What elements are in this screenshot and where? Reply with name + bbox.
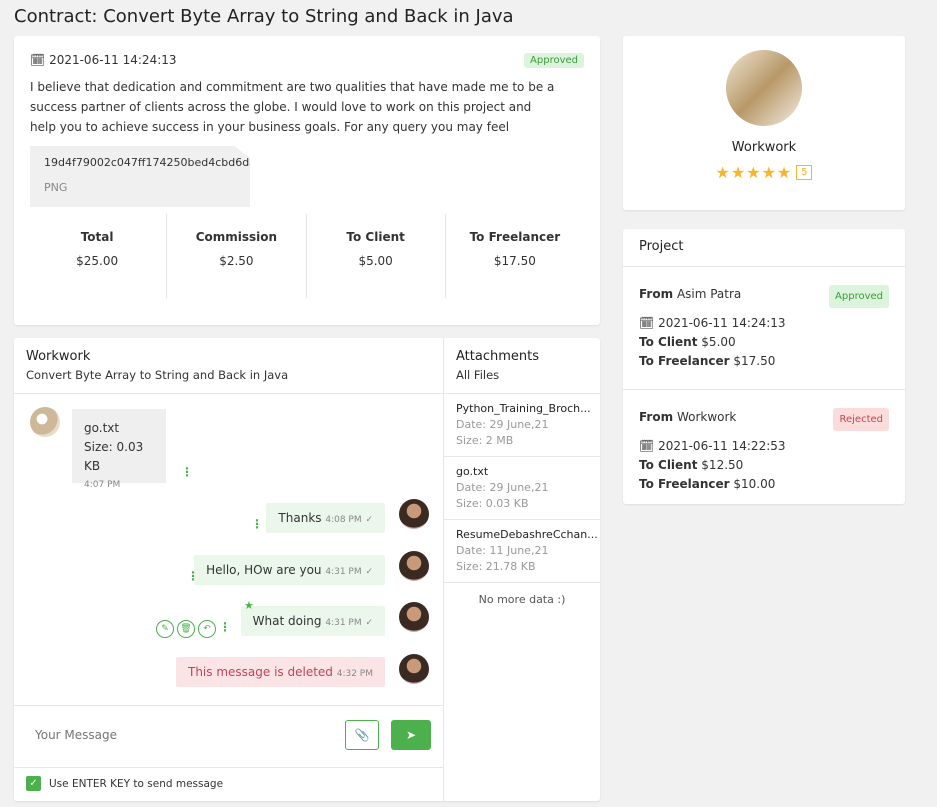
- chat-card: Workwork Convert Byte Array to String an…: [14, 338, 600, 801]
- attach-button[interactable]: 📎: [345, 720, 379, 750]
- attachments-title: Attachments: [456, 349, 539, 364]
- proposal-card: 🗓 2021-06-11 14:24:13 Approved I believe…: [14, 36, 600, 325]
- message-list[interactable]: go.txt Size: 0.03 KB 4:07 PM ⋮ Thanks 4:…: [14, 395, 443, 705]
- attachment-item[interactable]: Python_Training_Broch... Date: 29 June,21…: [444, 394, 600, 457]
- delete-icon[interactable]: 🗑: [177, 620, 195, 638]
- calendar-icon: 🗓: [639, 316, 655, 330]
- attachments-subtitle: All Files: [456, 368, 500, 382]
- calendar-icon: 🗓: [30, 53, 46, 67]
- message-input[interactable]: [26, 720, 336, 750]
- summary-to-freelancer: To Freelancer $17.50: [469, 230, 561, 268]
- file-attachment[interactable]: 19d4f79002c047ff174250bed4cbd6da PNG: [30, 146, 250, 207]
- proposal-text: I believe that dedication and commitment…: [30, 80, 555, 134]
- file-type: PNG: [44, 181, 68, 194]
- status-badge: Rejected: [833, 408, 889, 431]
- avatar: [399, 654, 429, 684]
- attachment-item[interactable]: ResumeDebashreCchan... Date: 11 June,21 Si…: [444, 520, 600, 583]
- enter-key-label: Use ENTER KEY to send message: [49, 777, 224, 790]
- edit-icon[interactable]: ✎: [156, 620, 174, 638]
- chat-subtitle: Convert Byte Array to String and Back in…: [26, 368, 289, 382]
- attachment-item[interactable]: go.txt Date: 29 June,21 Size: 0.03 KB: [444, 457, 600, 520]
- send-button[interactable]: ➤: [391, 720, 431, 750]
- chat-title: Workwork: [26, 349, 91, 364]
- profile-avatar: [726, 50, 802, 126]
- more-options-icon[interactable]: ⋮: [219, 620, 231, 634]
- avatar: [399, 551, 429, 581]
- calendar-icon: 🗓: [639, 439, 655, 453]
- summary-total: Total $25.00: [28, 214, 168, 298]
- send-icon: ➤: [405, 728, 417, 742]
- avatar: [30, 407, 60, 437]
- enter-key-checkbox[interactable]: ✓: [26, 776, 41, 791]
- file-name: 19d4f79002c047ff174250bed4cbd6da: [44, 156, 256, 169]
- status-badge: Approved: [829, 285, 889, 308]
- no-more-data: No more data :): [478, 593, 566, 606]
- file-message[interactable]: go.txt Size: 0.03 KB 4:07 PM: [72, 409, 166, 490]
- project-entry: From Workwork Rejected 🗓 2021-06-11 14:2…: [623, 390, 905, 512]
- summary-to-client: To Client $5.00: [307, 214, 446, 298]
- avatar: [399, 602, 429, 632]
- project-entry: From Asim Patra Approved 🗓 2021-06-11 14…: [623, 267, 905, 390]
- project-card: Project From Asim Patra Approved 🗓 2021-…: [623, 229, 905, 504]
- message[interactable]: Hello, HOw are you 4:31 PM ✓: [194, 555, 385, 585]
- payment-summary: Total $25.00 Commission $2.50 To Client $5.…: [28, 214, 584, 298]
- rating-stars: ★★★★★: [715, 163, 793, 182]
- attachments-panel: Attachments All Files Python_Training_Br…: [444, 338, 600, 616]
- project-title: Project: [623, 229, 905, 267]
- reply-icon[interactable]: ↶: [198, 620, 216, 638]
- summary-commission: Commission $2.50: [167, 214, 307, 298]
- profile-card: Workwork ★★★★★ 5: [623, 36, 905, 210]
- check-icon: ✓: [365, 515, 373, 525]
- proposal-date: 2021-06-11 14:24:13: [49, 53, 177, 67]
- more-options-icon[interactable]: ⋮: [187, 569, 199, 583]
- message[interactable]: Thanks 4:08 PM ✓: [266, 503, 385, 533]
- star-icon: ★: [244, 599, 254, 612]
- page-title: Contract: Convert Byte Array to String a…: [14, 6, 514, 27]
- message[interactable]: What doing 4:31 PM ✓: [240, 606, 385, 636]
- check-icon: ✓: [365, 618, 373, 628]
- check-icon: ✓: [365, 567, 373, 577]
- profile-name: Workwork: [731, 140, 797, 155]
- rating-value: 5: [796, 165, 813, 180]
- avatar: [399, 499, 429, 529]
- deleted-message[interactable]: This message is deleted 4:32 PM: [176, 657, 385, 687]
- more-options-icon[interactable]: ⋮: [251, 517, 263, 531]
- paperclip-icon: 📎: [354, 728, 370, 742]
- more-options-icon[interactable]: ⋮: [181, 465, 193, 479]
- status-badge: Approved: [524, 53, 584, 68]
